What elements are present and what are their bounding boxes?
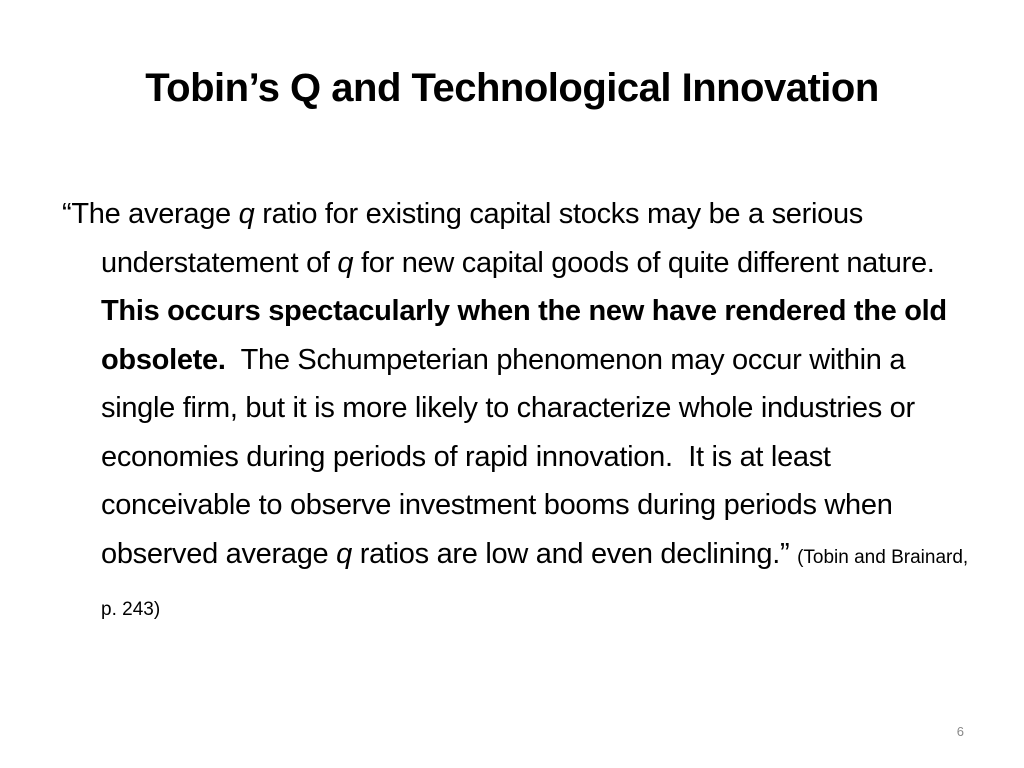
quote-paragraph: “The average q ratio for existing capita…	[62, 190, 974, 635]
text-run: ratio for existing capital stocks may be…	[101, 198, 871, 279]
quote-body: “The average q ratio for existing capita…	[62, 198, 955, 570]
text-run: q	[238, 198, 255, 230]
text-run: “The average	[62, 198, 239, 230]
text-run: q	[337, 246, 354, 279]
citation: (Tobin and Brainard, p. 243)	[101, 546, 974, 621]
text-run: The Schumpeterian phenomenon may occur w…	[101, 343, 923, 570]
text-run: q	[336, 537, 352, 570]
text-run: This occurs spectacularly when the new h…	[101, 295, 955, 376]
text-run: for new capital goods of quite different…	[353, 246, 951, 279]
page-number: 6	[956, 724, 964, 739]
slide-title: Tobin’s Q and Technological Innovation	[145, 66, 879, 110]
text-run: ratios are low and even declining.”	[351, 537, 790, 570]
